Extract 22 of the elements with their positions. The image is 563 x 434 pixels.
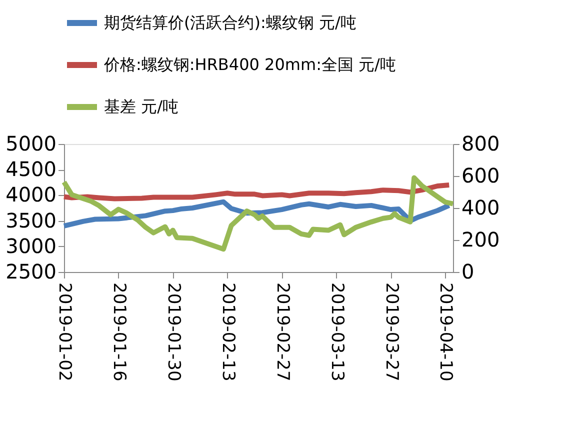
y2-tick-label: 0 — [462, 260, 474, 284]
y-tick-label: 5000 — [6, 132, 56, 156]
x-tick-label: 2019-03-13 — [326, 282, 347, 382]
legend-label: 基差 元/吨 — [104, 97, 178, 116]
x-tick-label: 2019-04-10 — [436, 282, 456, 382]
legend-label: 期货结算价(活跃合约):螺纹钢 元/吨 — [104, 13, 356, 32]
legend-label: 价格:螺纹钢:HRB400 20mm:全国 元/吨 — [103, 55, 396, 74]
y2-tick-label: 200 — [462, 228, 500, 252]
x-tick-label: 2019-02-13 — [218, 282, 238, 382]
x-tick-label: 2019-01-30 — [163, 282, 184, 382]
y2-tick-label: 400 — [462, 196, 500, 220]
y2-tick-label: 600 — [462, 164, 500, 188]
y-tick-label: 4000 — [6, 182, 56, 207]
x-tick-label: 2019-01-16 — [108, 282, 129, 382]
x-tick-label: 2019-02-27 — [272, 282, 292, 382]
x-tick-label: 2019-01-02 — [54, 282, 74, 382]
y2-tick-label: 800 — [462, 132, 500, 156]
y-tick-label: 3500 — [6, 208, 56, 232]
y-tick-label: 2500 — [6, 260, 56, 284]
y-tick-label: 4500 — [6, 157, 56, 182]
y-tick-label: 3000 — [6, 234, 56, 258]
x-tick-label: 2019-03-27 — [381, 282, 402, 382]
